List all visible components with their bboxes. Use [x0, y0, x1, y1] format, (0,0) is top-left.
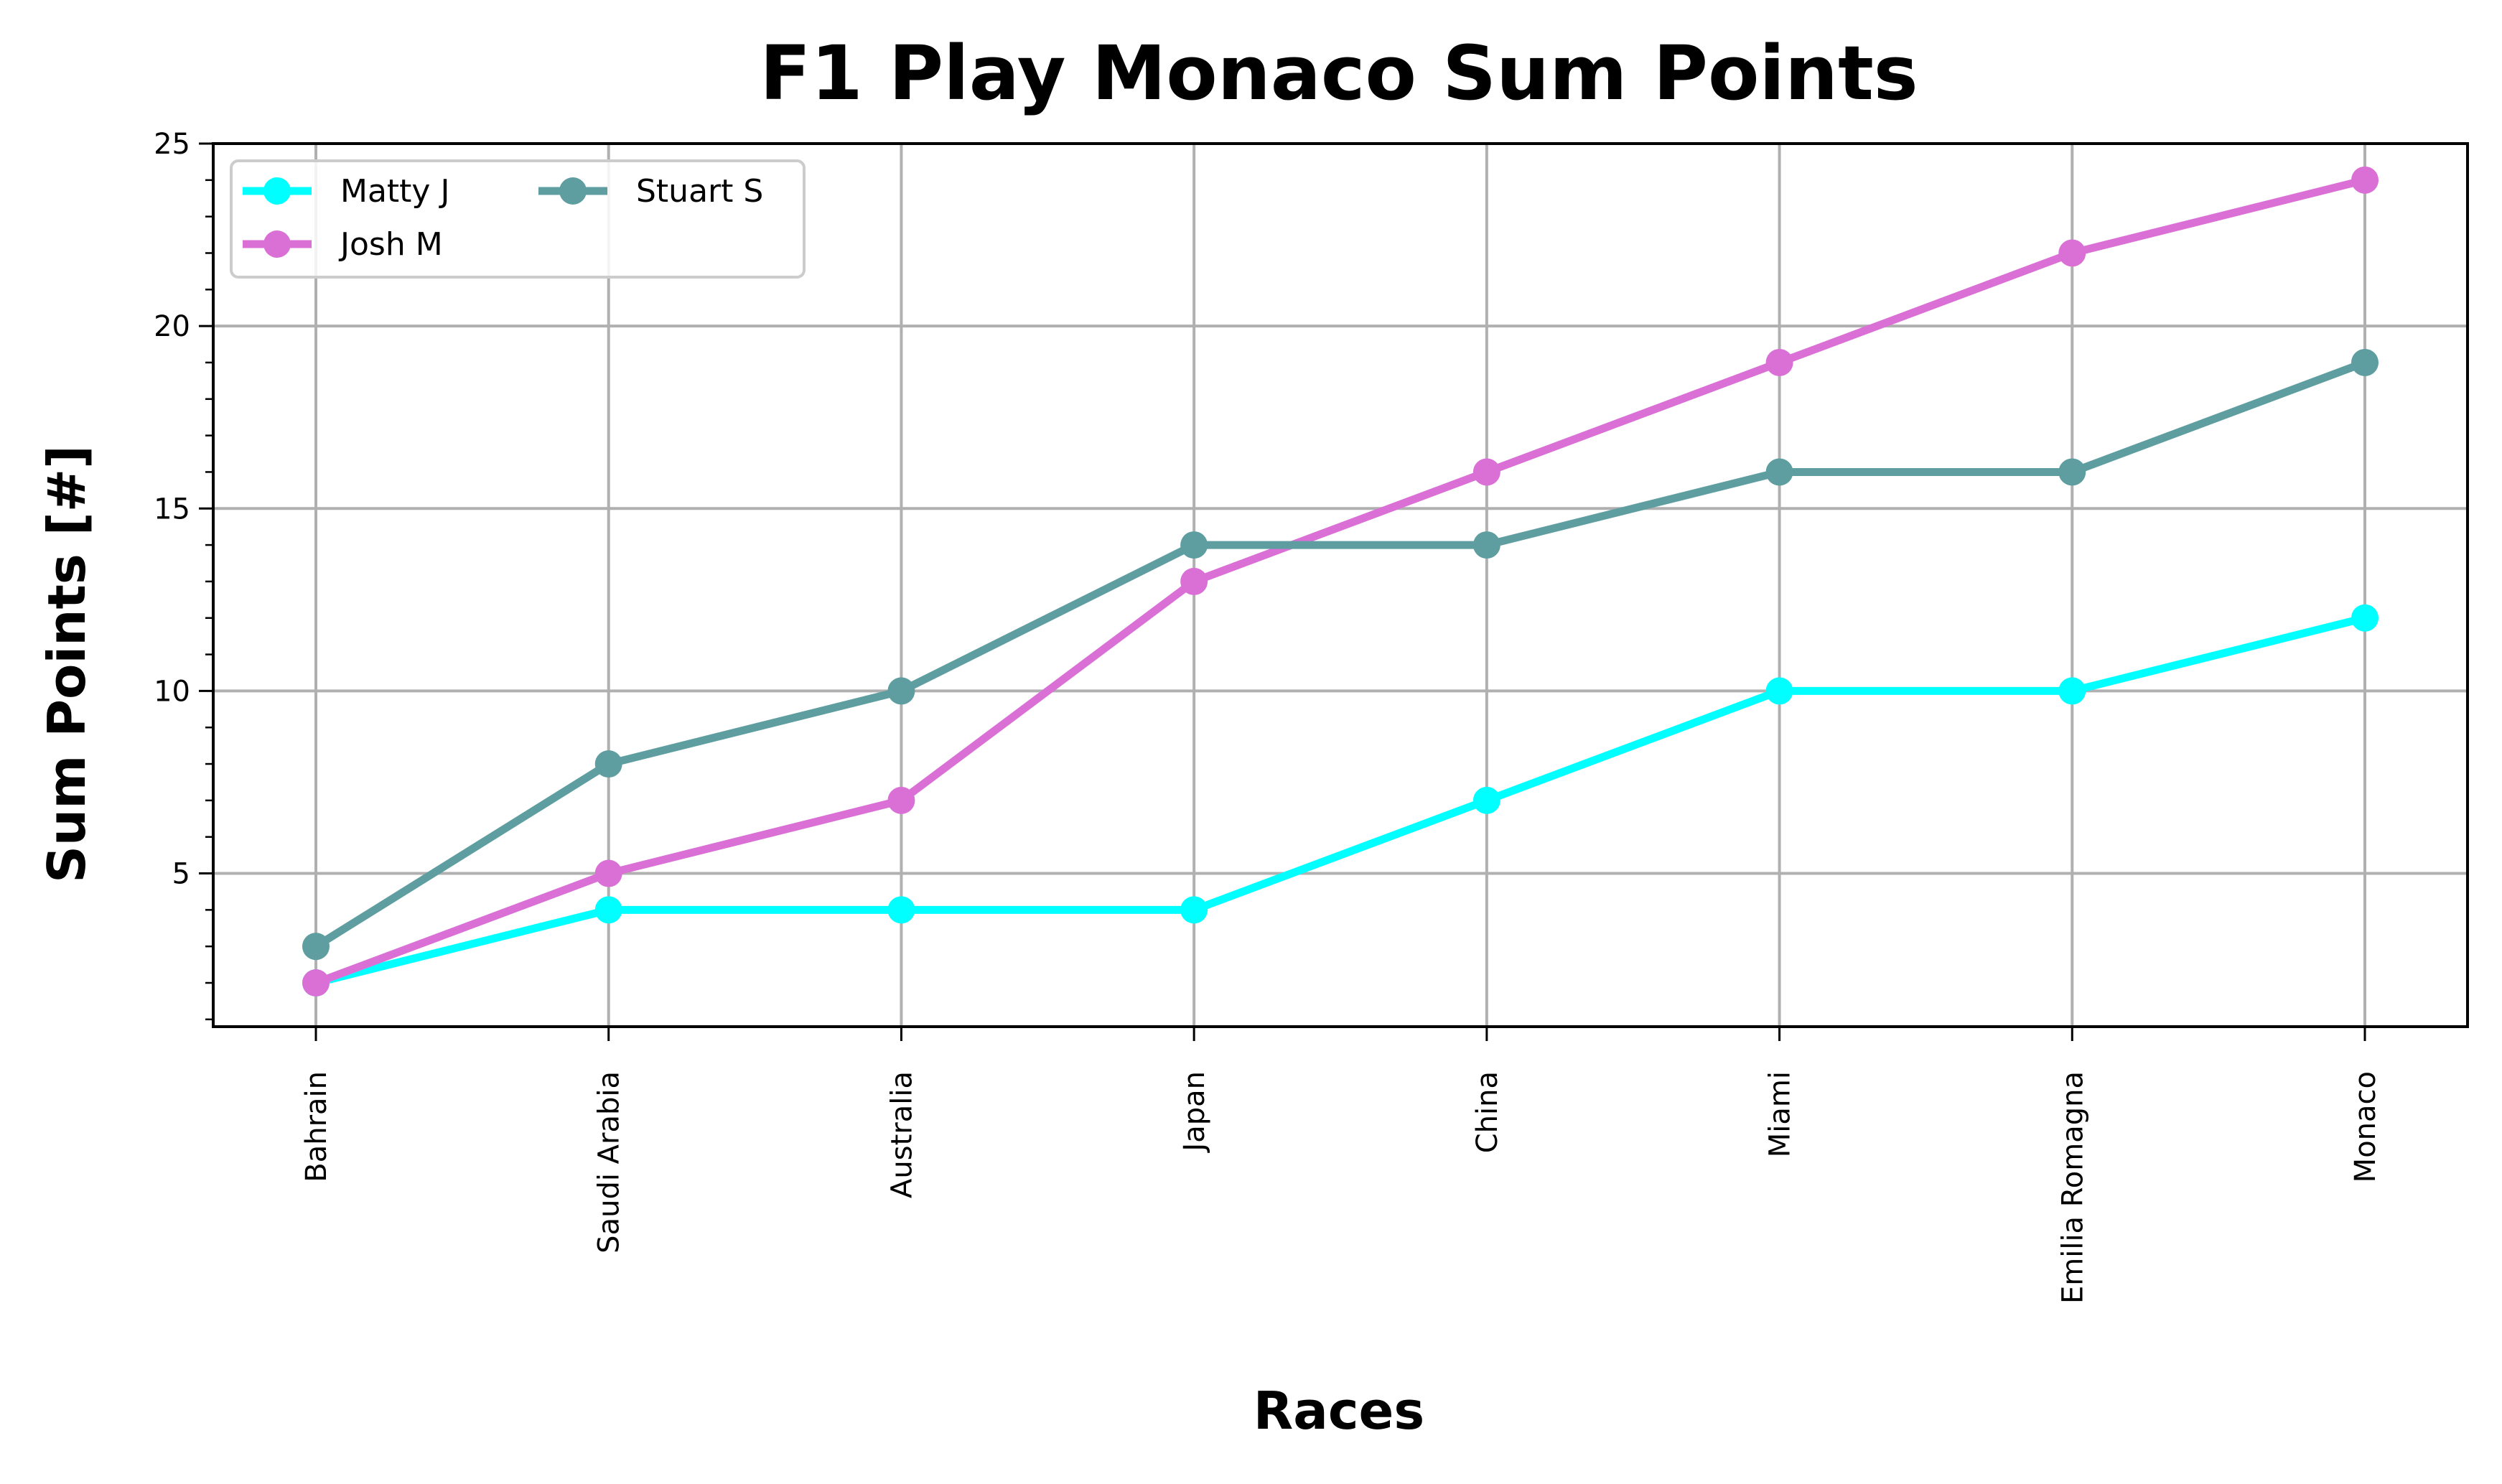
x-tick-label: Emilia Romagna [2056, 1071, 2089, 1304]
y-tick-label: 15 [154, 493, 190, 526]
x-tick-label: Saudi Arabia [593, 1071, 626, 1254]
data-point [1472, 531, 1500, 559]
series-line [312, 358, 2369, 951]
legend-marker [559, 177, 587, 205]
x-tick-label: Bahrain [300, 1071, 333, 1182]
x-axis-label: Races [1254, 1381, 1424, 1441]
legend: Matty J Josh M Stuart S [230, 159, 806, 279]
legend-marker [263, 230, 291, 258]
x-tick-label: Miami [1764, 1071, 1797, 1157]
series-line [312, 176, 2369, 987]
data-point [1180, 567, 1208, 595]
data-point [2058, 239, 2086, 267]
x-tick-label: Australia [885, 1071, 918, 1198]
y-tick-label: 20 [154, 310, 190, 343]
data-point [1765, 348, 1793, 376]
legend-label: Josh M [338, 226, 443, 263]
chart-title: F1 Play Monaco Sum Points [760, 29, 1918, 117]
x-axis: Bahrain Saudi Arabia Australia Japan China Mi… [300, 1027, 2382, 1304]
data-point [2351, 604, 2379, 632]
legend-frame [230, 159, 806, 279]
data-point [594, 896, 622, 924]
grid-lines [213, 142, 2468, 1027]
data-point [594, 859, 622, 887]
series-lines [302, 166, 2379, 997]
data-point [1472, 458, 1500, 486]
x-tick-label: Japan [1178, 1071, 1211, 1154]
legend-marker [263, 177, 291, 205]
data-point [1765, 677, 1793, 705]
plot-area-frame [212, 142, 2469, 1028]
data-point [594, 750, 622, 778]
series-line [312, 614, 2369, 987]
data-point [1472, 786, 1500, 814]
data-point [302, 933, 330, 961]
legend-label: Stuart S [636, 173, 763, 210]
data-point [2058, 458, 2086, 486]
data-point [1180, 896, 1208, 924]
y-tick-label: 25 [154, 128, 190, 161]
data-point [2351, 348, 2379, 376]
y-tick-label: 10 [154, 675, 190, 708]
data-point [1765, 458, 1793, 486]
data-point [2351, 166, 2379, 194]
data-point [887, 786, 915, 814]
data-point [1180, 531, 1208, 559]
x-tick-label: Monaco [2349, 1071, 2382, 1182]
x-tick-label: China [1471, 1071, 1504, 1153]
data-point [302, 969, 330, 997]
legend-label: Matty J [340, 173, 449, 210]
data-point [887, 677, 915, 705]
y-tick-label: 5 [172, 858, 190, 891]
data-point [2058, 677, 2086, 705]
y-axis: 5 10 15 20 25 [154, 128, 213, 1021]
data-point [887, 896, 915, 924]
y-axis-label: Sum Points [#] [37, 445, 97, 883]
